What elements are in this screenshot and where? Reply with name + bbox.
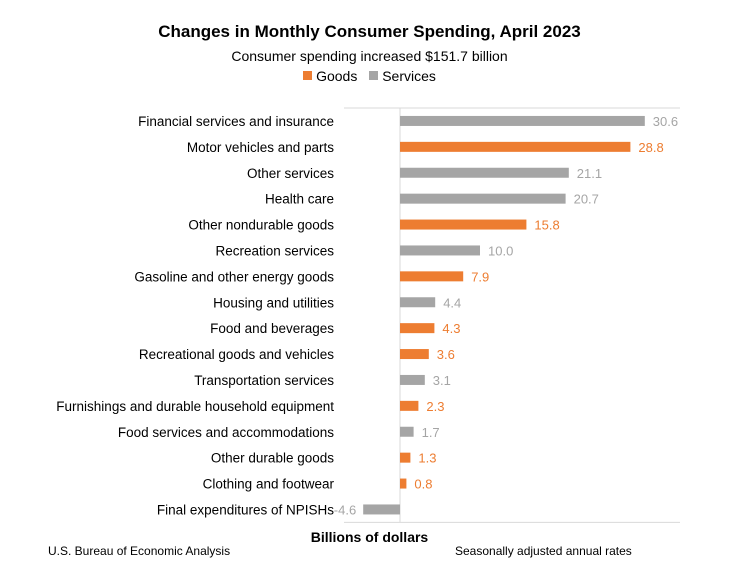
bar <box>400 400 419 411</box>
legend-item-goods: Goods <box>303 68 357 84</box>
data-label: 4.3 <box>442 321 460 336</box>
category-label: Health care <box>265 192 334 207</box>
data-label: 20.7 <box>574 192 599 207</box>
source-note: U.S. Bureau of Economic Analysis <box>48 544 231 558</box>
bar <box>400 478 407 489</box>
bar <box>400 271 464 282</box>
category-label: Other services <box>247 166 334 181</box>
chart-legend: Goods Services <box>0 67 739 84</box>
chart-title: Changes in Monthly Consumer Spending, Ap… <box>158 22 581 41</box>
data-label: 4.4 <box>443 295 461 310</box>
category-label: Transportation services <box>194 373 334 388</box>
legend-swatch-goods <box>303 71 313 80</box>
bar <box>400 426 414 437</box>
data-label: 15.8 <box>534 218 559 233</box>
data-label: 28.8 <box>638 140 663 155</box>
category-label: Food and beverages <box>210 321 334 336</box>
category-label: Financial services and insurance <box>138 114 334 129</box>
bar <box>400 323 435 334</box>
data-label: 0.8 <box>414 477 432 492</box>
category-label: Housing and utilities <box>213 295 334 310</box>
bar <box>400 193 566 204</box>
category-label: Other nondurable goods <box>188 218 334 233</box>
category-label: Food services and accommodations <box>118 425 334 440</box>
data-label: 7.9 <box>471 269 489 284</box>
bar <box>400 297 436 308</box>
data-label: -4.6 <box>334 502 356 517</box>
data-label: 30.6 <box>653 114 678 129</box>
bar <box>400 219 527 230</box>
data-label: 1.3 <box>418 451 436 466</box>
chart-subtitle: Consumer spending increased $151.7 billi… <box>231 48 508 64</box>
data-label: 10.0 <box>488 243 513 258</box>
bar <box>400 452 411 463</box>
data-label: 21.1 <box>577 166 602 181</box>
data-label: 3.1 <box>433 373 451 388</box>
category-label: Final expenditures of NPISHs <box>157 502 334 517</box>
category-label: Gasoline and other energy goods <box>134 269 334 284</box>
data-label: 1.7 <box>422 425 440 440</box>
bar <box>400 349 429 360</box>
legend-label-services: Services <box>382 67 436 84</box>
category-label: Other durable goods <box>211 451 334 466</box>
bar <box>400 374 425 385</box>
legend-label-goods: Goods <box>316 67 358 84</box>
bar <box>400 167 569 178</box>
legend-item-services: Services <box>369 68 436 84</box>
legend-swatch-services <box>369 71 379 80</box>
category-label: Recreational goods and vehicles <box>139 347 334 362</box>
category-label: Clothing and footwear <box>203 477 335 492</box>
category-label: Furnishings and durable household equipm… <box>56 399 334 414</box>
bar <box>400 141 631 152</box>
bar <box>400 245 480 256</box>
data-label: 2.3 <box>426 399 444 414</box>
bar <box>400 115 645 126</box>
x-axis-title: Billions of dollars <box>310 529 429 545</box>
bar <box>363 504 400 515</box>
category-label: Recreation services <box>215 243 334 258</box>
rates-note: Seasonally adjusted annual rates <box>455 544 632 558</box>
data-label: 3.6 <box>437 347 455 362</box>
category-label: Motor vehicles and parts <box>187 140 334 155</box>
